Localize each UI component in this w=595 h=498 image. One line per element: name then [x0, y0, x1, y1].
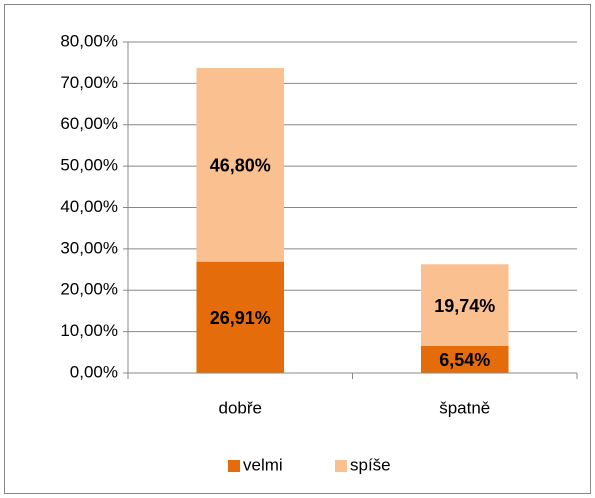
y-tick-label: 50,00% [60, 156, 118, 175]
bar-segment [420, 345, 509, 373]
y-tick-label: 20,00% [60, 280, 118, 299]
value-label: 46,80% [210, 156, 271, 176]
y-tick-label: 0,00% [70, 362, 118, 381]
y-tick-label: 10,00% [60, 321, 118, 340]
value-label: 26,91% [210, 308, 271, 328]
legend-label: spíše [350, 455, 391, 474]
y-tick-label: 40,00% [60, 197, 118, 216]
y-tick-label: 70,00% [60, 73, 118, 92]
legend-label: velmi [243, 455, 283, 474]
legend-swatch [335, 460, 347, 472]
value-label: 19,74% [434, 296, 495, 316]
y-tick-label: 30,00% [60, 238, 118, 257]
bar-segment [196, 68, 285, 262]
x-tick-label: dobře [219, 398, 262, 417]
value-label: 6,54% [439, 350, 490, 370]
x-tick-label: špatně [439, 398, 490, 417]
y-tick-label: 60,00% [60, 114, 118, 133]
y-tick-label: 80,00% [60, 31, 118, 50]
legend-swatch [228, 460, 240, 472]
bar-segment [420, 264, 509, 346]
bar-segment [196, 261, 285, 373]
